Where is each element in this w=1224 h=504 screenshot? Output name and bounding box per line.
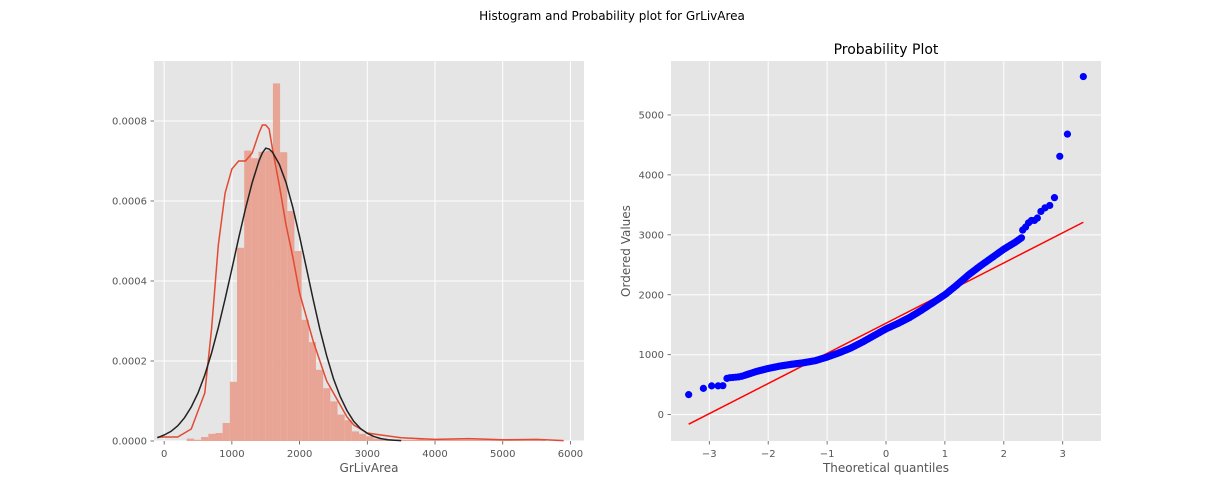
probability-point bbox=[1050, 194, 1059, 202]
probability-plot-y-axis-label: Ordered Values bbox=[619, 205, 633, 297]
histogram-bar bbox=[524, 439, 532, 441]
probability-point bbox=[685, 391, 693, 399]
probability-plot-grid bbox=[671, 61, 1101, 441]
kde-curve bbox=[157, 124, 564, 442]
histogram-bar bbox=[323, 388, 331, 441]
histogram-bar bbox=[258, 151, 266, 442]
histogram-bar bbox=[430, 439, 439, 441]
histogram-bar bbox=[287, 211, 295, 441]
y-tick-label: 4000 bbox=[639, 170, 664, 181]
x-tick-label: −1 bbox=[820, 449, 835, 460]
histogram-plot-area bbox=[154, 61, 584, 441]
probability-plot-panel: −3 −2 −1 0 1 2 3 0 1000 2000 3000 4000 5000 Probabil… bbox=[619, 42, 1101, 475]
y-tick-label: 0.0008 bbox=[112, 117, 147, 128]
histogram-bar bbox=[531, 439, 539, 441]
histogram-bar bbox=[222, 423, 230, 441]
histogram-bar bbox=[251, 158, 259, 441]
y-tick-label: 0.0000 bbox=[112, 437, 147, 448]
probability-point bbox=[699, 384, 708, 392]
histogram-bar bbox=[330, 401, 338, 441]
probability-plot-x-axis-label: Theoretical quantiles bbox=[822, 461, 949, 475]
x-tick-label: 1 bbox=[942, 449, 948, 460]
x-tick-label: 0 bbox=[883, 449, 889, 460]
x-tick-label: 5000 bbox=[490, 449, 515, 460]
histogram-bar bbox=[337, 414, 345, 441]
y-tick-label: 1000 bbox=[639, 350, 664, 361]
probability-point bbox=[1063, 130, 1072, 138]
histogram-bar bbox=[445, 439, 453, 441]
histogram-bar bbox=[186, 438, 194, 441]
y-tick-label: 0.0002 bbox=[112, 357, 147, 368]
histogram-bar bbox=[294, 251, 302, 441]
histogram-bar bbox=[229, 381, 238, 441]
histogram-density-curves bbox=[157, 124, 564, 442]
histogram-bar bbox=[308, 342, 316, 441]
histogram-bar bbox=[416, 439, 424, 441]
y-tick-label: 2000 bbox=[639, 290, 664, 301]
histogram-bar bbox=[208, 433, 216, 441]
histogram-bar bbox=[473, 439, 482, 441]
probability-point bbox=[1046, 201, 1054, 210]
probability-point bbox=[708, 382, 716, 390]
x-tick-label: 1000 bbox=[219, 449, 244, 460]
y-tick-label: 0.0006 bbox=[112, 197, 147, 208]
x-tick-label: 0 bbox=[161, 449, 167, 460]
probability-point bbox=[1079, 72, 1087, 81]
x-tick-label: 3 bbox=[1060, 449, 1066, 460]
probability-point bbox=[719, 382, 727, 390]
x-tick-label: −3 bbox=[702, 449, 717, 460]
x-tick-label: 2000 bbox=[287, 449, 312, 460]
histogram-bar bbox=[272, 83, 281, 442]
histogram-bar bbox=[193, 439, 202, 441]
histogram-x-axis-label: GrLivArea bbox=[340, 461, 399, 475]
normal-fit-curve bbox=[157, 147, 402, 442]
y-tick-label: 0 bbox=[658, 410, 664, 421]
x-tick-label: 3000 bbox=[355, 449, 380, 460]
histogram-bar bbox=[344, 420, 352, 441]
probability-plot-title: Probability Plot bbox=[834, 42, 939, 58]
histogram-bar bbox=[466, 439, 474, 441]
probability-point bbox=[1017, 234, 1026, 242]
figure-suptitle: Histogram and Probability plot for GrLiv… bbox=[479, 9, 745, 23]
y-tick-label: 0.0004 bbox=[112, 277, 147, 288]
histogram-bar bbox=[423, 439, 431, 441]
histogram-bar bbox=[301, 319, 309, 441]
histogram-bar bbox=[459, 439, 467, 441]
probability-point bbox=[1033, 214, 1041, 222]
histogram-bar bbox=[452, 439, 460, 441]
x-tick-label: 2 bbox=[1001, 449, 1007, 460]
probability-plot-fit-line bbox=[688, 221, 1084, 425]
histogram-bar bbox=[280, 152, 288, 441]
x-tick-label: 4000 bbox=[422, 449, 447, 460]
histogram-bar bbox=[366, 436, 374, 441]
histogram-tick-labels: 0 1000 2000 3000 4000 5000 6000 0.0000 0.0002 0.0… bbox=[112, 117, 583, 461]
histogram-bar bbox=[488, 439, 496, 441]
probability-plot-tick-labels: −3 −2 −1 0 1 2 3 0 1000 2000 3000 4000 5000 bbox=[639, 110, 1066, 460]
histogram-bar bbox=[359, 433, 367, 441]
x-tick-label: −2 bbox=[761, 449, 776, 460]
histogram-bar bbox=[538, 439, 546, 441]
y-tick-label: 3000 bbox=[639, 230, 664, 241]
histogram-bar bbox=[351, 431, 360, 441]
histogram-bar bbox=[516, 439, 525, 441]
histogram-bar bbox=[201, 437, 209, 441]
histogram-bar bbox=[315, 369, 324, 441]
histogram-panel: 0 1000 2000 3000 4000 5000 6000 0.0000 0.0002 0.0… bbox=[112, 61, 584, 475]
histogram-bar bbox=[402, 439, 410, 441]
y-tick-label: 5000 bbox=[639, 110, 664, 121]
histogram-bars bbox=[186, 83, 546, 442]
histogram-bar bbox=[373, 438, 381, 441]
histogram-bar bbox=[438, 439, 446, 441]
histogram-bar bbox=[237, 247, 245, 441]
histogram-bar bbox=[481, 439, 489, 441]
histogram-bar bbox=[265, 150, 273, 441]
probability-plot-points bbox=[685, 72, 1087, 399]
histogram-bar bbox=[215, 433, 223, 441]
fit-line bbox=[688, 221, 1084, 425]
histogram-bar bbox=[409, 439, 417, 441]
probability-point bbox=[1056, 152, 1064, 160]
histogram-bar bbox=[244, 150, 252, 441]
x-tick-label: 6000 bbox=[558, 449, 583, 460]
